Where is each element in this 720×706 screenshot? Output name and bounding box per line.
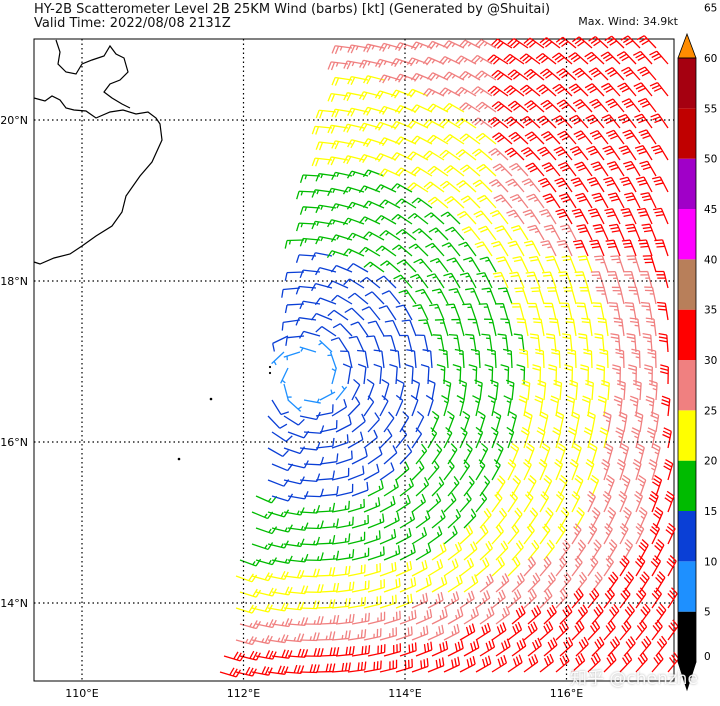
colorbar-tick-label: 5 bbox=[704, 607, 711, 619]
colorbar-bin bbox=[678, 461, 696, 511]
colorbar-tick-label: 60 bbox=[704, 53, 717, 65]
latitude-labels: 20°N 18°N 16°N 14°N bbox=[0, 114, 28, 610]
colorbar-tick-label: 35 bbox=[704, 305, 717, 317]
colorbar-bin bbox=[678, 310, 696, 360]
colorbar-bin bbox=[678, 58, 696, 108]
colorbar-bin bbox=[678, 259, 696, 309]
lon-label: 112°E bbox=[227, 687, 260, 700]
colorbar-tick-label: 20 bbox=[704, 456, 717, 468]
watermark: 知乎 @chenzhe bbox=[570, 664, 698, 689]
colorbar-bin bbox=[678, 511, 696, 561]
colorbar-tick-label: 15 bbox=[704, 506, 717, 518]
colorbar-bin bbox=[678, 360, 696, 410]
lon-label: 110°E bbox=[65, 687, 98, 700]
colorbar-tick-label: 30 bbox=[704, 355, 717, 367]
colorbar: 0 5 10 15 20 25 30 35 40 45 50 55 60 65 bbox=[678, 3, 717, 690]
lat-label: 20°N bbox=[0, 114, 28, 127]
colorbar-tick-label: 55 bbox=[704, 103, 717, 115]
colorbar-tick-label: 0 bbox=[704, 651, 711, 663]
lat-label: 18°N bbox=[0, 275, 28, 288]
colorbar-tick-label: 40 bbox=[704, 254, 717, 266]
colorbar-bin bbox=[678, 561, 696, 611]
lat-label: 16°N bbox=[0, 436, 28, 449]
colorbar-bin bbox=[678, 612, 696, 662]
colorbar-bin bbox=[678, 108, 696, 158]
colorbar-tick-label: 10 bbox=[704, 556, 717, 568]
colorbar-tick-label: 50 bbox=[704, 154, 717, 166]
lon-label: 114°E bbox=[388, 687, 421, 700]
colorbar-max-extension bbox=[678, 34, 696, 58]
lat-label: 14°N bbox=[0, 597, 28, 610]
colorbar-tick-label: 45 bbox=[704, 204, 717, 216]
colorbar-tick-label: 25 bbox=[704, 405, 717, 417]
colorbar-bin bbox=[678, 209, 696, 259]
colorbar-bin bbox=[678, 159, 696, 209]
colorbar-bin bbox=[678, 410, 696, 460]
colorbar-tick-label: 65 bbox=[704, 3, 717, 15]
